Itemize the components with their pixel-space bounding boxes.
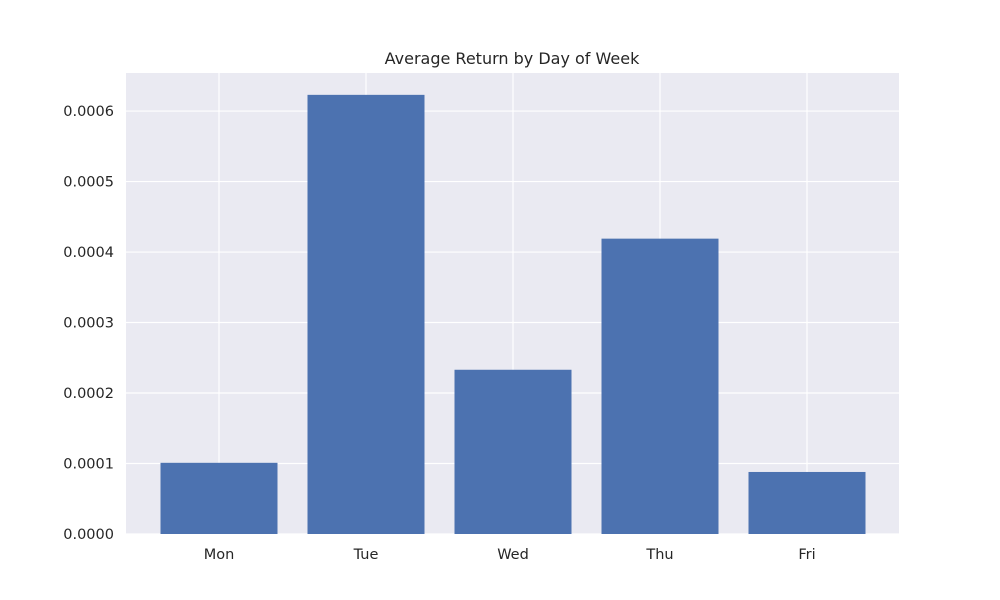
y-tick-label: 0.0003: [63, 316, 114, 332]
bar-thu: [601, 238, 719, 534]
bar-fri: [748, 471, 866, 534]
y-tick-label: 0.0001: [63, 457, 114, 473]
bar-mon: [160, 462, 278, 534]
y-tick-label: 0.0000: [63, 527, 114, 543]
x-axis-tick-labels: Mon Tue Wed Thu Fri: [204, 547, 816, 563]
chart-title: Average Return by Day of Week: [385, 49, 640, 68]
bars: [160, 94, 866, 534]
bar-wed: [454, 369, 572, 534]
x-tick-label: Wed: [497, 547, 529, 563]
y-axis-tick-labels: 0.0000 0.0001 0.0002 0.0003 0.0004 0.0005 0.00…: [63, 104, 114, 543]
x-tick-label: Fri: [798, 547, 815, 563]
x-tick-label: Tue: [353, 547, 379, 563]
y-tick-label: 0.0002: [63, 386, 114, 402]
x-tick-label: Thu: [645, 547, 673, 563]
y-tick-label: 0.0005: [63, 175, 114, 191]
bar-tue: [307, 94, 425, 534]
y-tick-label: 0.0004: [63, 245, 114, 261]
y-tick-label: 0.0006: [63, 104, 114, 120]
x-tick-label: Mon: [204, 547, 235, 563]
